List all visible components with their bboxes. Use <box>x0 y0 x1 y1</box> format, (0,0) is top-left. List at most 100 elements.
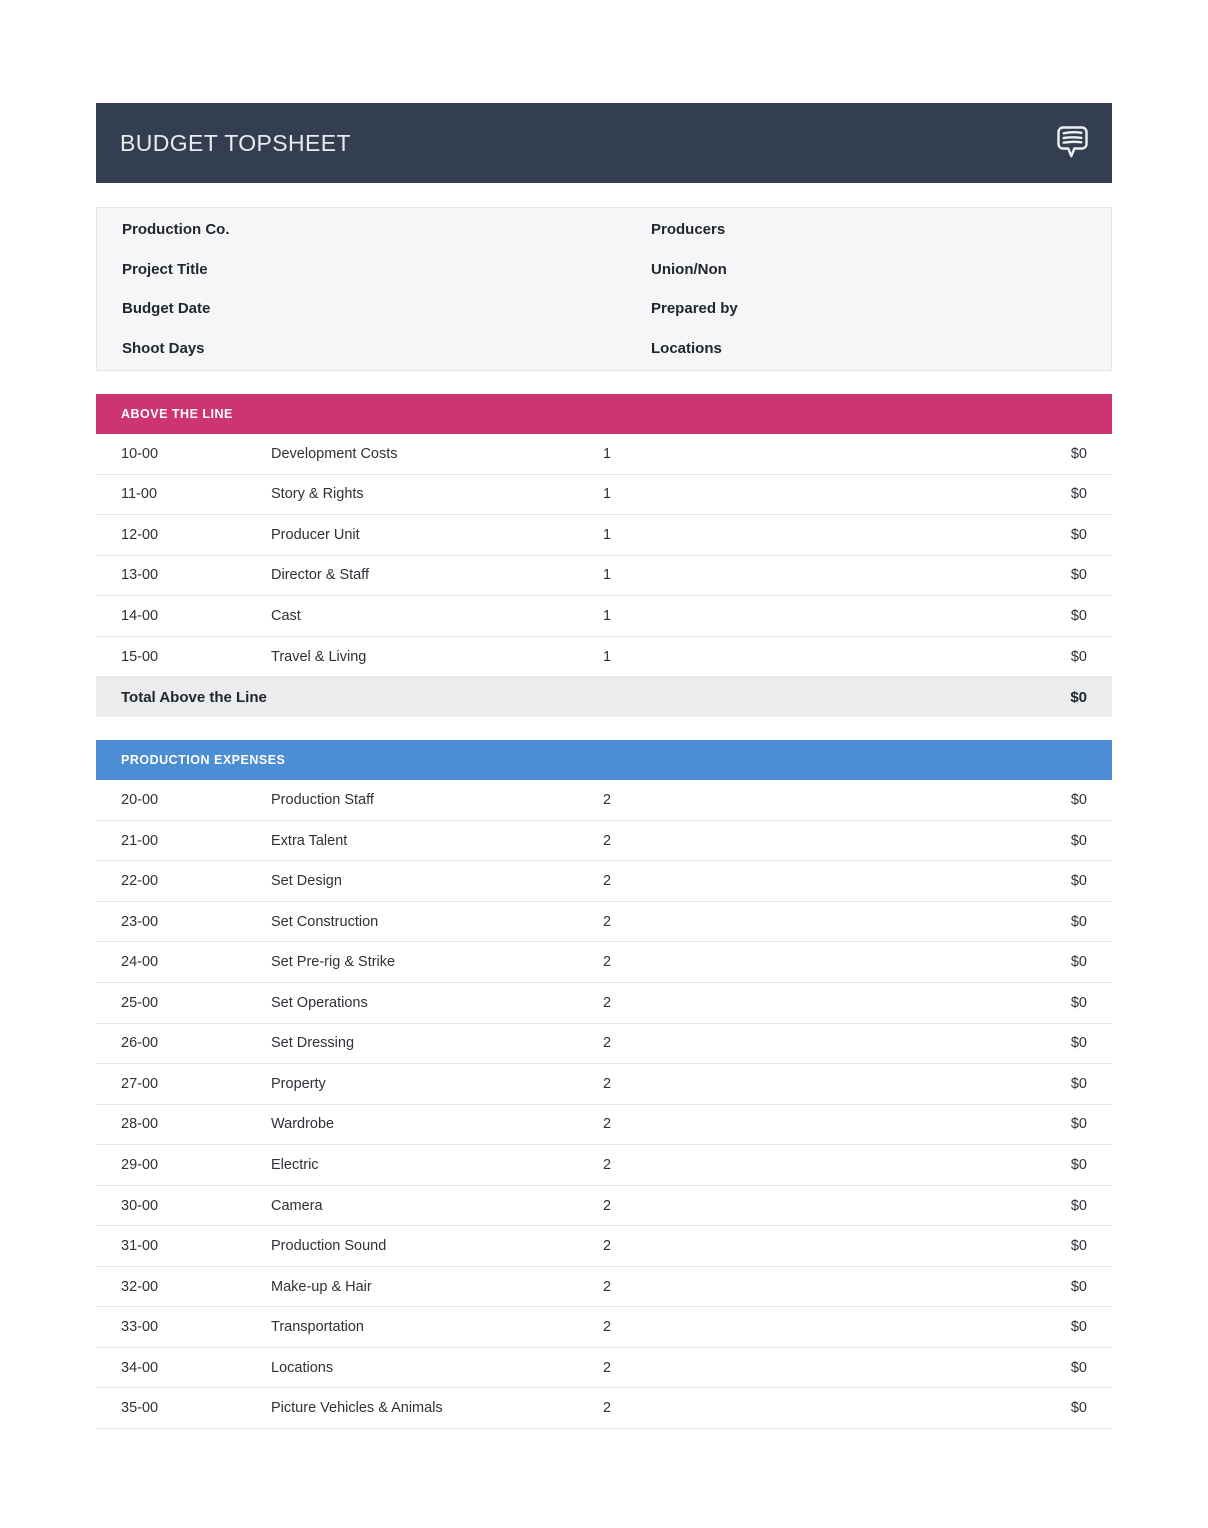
row-account-code: 33-00 <box>121 1319 159 1336</box>
row-description: Production Sound <box>271 1238 387 1255</box>
row-account-code: 24-00 <box>121 954 159 971</box>
row-amount: $0 <box>1070 1359 1087 1376</box>
row-description: Set Pre-rig & Strike <box>271 954 396 971</box>
row-description: Director & Staff <box>271 567 370 584</box>
row-qty: 1 <box>603 445 612 462</box>
row-qty: 1 <box>603 526 612 543</box>
row-description: Cast <box>271 607 301 624</box>
row-description: Electric <box>271 1156 319 1173</box>
budget-row: 22-00 Set Design 2 $0 <box>96 861 1112 902</box>
row-account-code: 11-00 <box>121 486 158 503</box>
row-amount: $0 <box>1070 1075 1087 1092</box>
budget-row: 27-00 Property 2 $0 <box>96 1064 1112 1105</box>
budget-row: 29-00 Electric 2 $0 <box>96 1145 1112 1186</box>
budget-row: 35-00 Picture Vehicles & Animals 2 $0 <box>96 1388 1112 1430</box>
comment-bubble-icon[interactable] <box>1053 122 1091 164</box>
row-account-code: 20-00 <box>121 792 159 809</box>
info-field-label: Budget Date <box>122 300 211 318</box>
budget-row: 13-00 Director & Staff 1 $0 <box>96 555 1112 597</box>
row-qty: 1 <box>603 486 612 503</box>
row-qty: 2 <box>603 832 612 849</box>
row-account-code: 13-00 <box>121 567 159 584</box>
info-field-label: Union/Non <box>651 260 727 278</box>
budget-row: 30-00 Camera 2 $0 <box>96 1185 1112 1227</box>
total-amount: $0 <box>1070 688 1087 706</box>
row-amount: $0 <box>1070 1278 1087 1295</box>
budget-row: 33-00 Transportation 2 $0 <box>96 1307 1112 1348</box>
row-amount: $0 <box>1070 567 1087 584</box>
row-amount: $0 <box>1070 994 1087 1011</box>
row-amount: $0 <box>1070 1116 1087 1133</box>
row-amount: $0 <box>1070 954 1087 971</box>
row-description: Wardrobe <box>271 1116 335 1133</box>
row-description: Transportation <box>271 1319 364 1336</box>
row-account-code: 30-00 <box>121 1197 159 1214</box>
row-amount: $0 <box>1070 1035 1087 1052</box>
row-qty: 2 <box>603 954 612 971</box>
info-field-label: Production Co. <box>122 221 230 239</box>
row-amount: $0 <box>1070 1197 1087 1214</box>
row-account-code: 32-00 <box>121 1278 159 1295</box>
budget-row: 21-00 Extra Talent 2 $0 <box>96 820 1112 862</box>
budget-topsheet-page: BUDGET TOPSHEET Production Co. Project Ti… <box>96 103 1112 1430</box>
budget-section: PRODUCTION EXPENSES 20-00 Production Sta… <box>96 740 1112 1430</box>
row-amount: $0 <box>1070 832 1087 849</box>
budget-row: 14-00 Cast 1 $0 <box>96 596 1112 637</box>
row-description: Locations <box>271 1359 334 1376</box>
section-title: ABOVE THE LINE <box>121 407 233 421</box>
section-rows: 20-00 Production Staff 2 $0 21-00 Extra … <box>96 780 1112 1430</box>
row-description: Picture Vehicles & Animals <box>271 1400 443 1417</box>
row-qty: 2 <box>603 1035 612 1052</box>
row-amount: $0 <box>1070 792 1087 809</box>
info-field-label: Prepared by <box>651 300 738 318</box>
row-account-code: 28-00 <box>121 1116 159 1133</box>
row-account-code: 14-00 <box>121 607 159 624</box>
page-header: BUDGET TOPSHEET <box>96 103 1112 183</box>
row-description: Make-up & Hair <box>271 1278 372 1295</box>
row-qty: 2 <box>603 1319 612 1336</box>
row-amount: $0 <box>1070 648 1087 665</box>
row-account-code: 23-00 <box>121 913 159 930</box>
row-qty: 2 <box>603 792 612 809</box>
row-amount: $0 <box>1070 1238 1087 1255</box>
row-account-code: 34-00 <box>121 1359 159 1376</box>
row-qty: 2 <box>603 1197 612 1214</box>
row-description: Set Operations <box>271 994 368 1011</box>
row-description: Producer Unit <box>271 526 360 543</box>
row-description: Travel & Living <box>271 648 367 665</box>
row-amount: $0 <box>1070 913 1087 930</box>
budget-row: 12-00 Producer Unit 1 $0 <box>96 515 1112 556</box>
info-panel: Production Co. Project Title Budget Date Sh… <box>96 207 1112 371</box>
budget-row: 11-00 Story & Rights 1 $0 <box>96 474 1112 516</box>
page-title: BUDGET TOPSHEET <box>120 129 351 156</box>
total-label: Total Above the Line <box>121 688 267 706</box>
row-description: Set Dressing <box>271 1035 355 1052</box>
row-description: Property <box>271 1075 326 1092</box>
sections: ABOVE THE LINE 10-00 Development Costs 1… <box>96 394 1112 1430</box>
budget-row: 10-00 Development Costs 1 $0 <box>96 434 1112 475</box>
budget-row: 32-00 Make-up & Hair 2 $0 <box>96 1266 1112 1308</box>
budget-row: 31-00 Production Sound 2 $0 <box>96 1226 1112 1267</box>
row-description: Production Staff <box>271 792 374 809</box>
row-description: Extra Talent <box>271 832 348 849</box>
row-amount: $0 <box>1070 526 1087 543</box>
budget-row: 28-00 Wardrobe 2 $0 <box>96 1104 1112 1146</box>
row-qty: 2 <box>603 1278 612 1295</box>
section-rows: 10-00 Development Costs 1 $0 11-00 Story… <box>96 434 1112 718</box>
info-col-left: Production Co. Project Title Budget Date Sh… <box>122 210 651 368</box>
row-qty: 1 <box>603 567 612 584</box>
row-account-code: 31-00 <box>121 1238 159 1255</box>
section-title: PRODUCTION EXPENSES <box>121 753 286 768</box>
row-description: Set Design <box>271 873 342 890</box>
row-account-code: 10-00 <box>121 445 159 462</box>
budget-row: 23-00 Set Construction 2 $0 <box>96 901 1112 943</box>
row-qty: 2 <box>603 1075 612 1092</box>
row-account-code: 15-00 <box>121 648 159 665</box>
row-qty: 2 <box>603 1156 612 1173</box>
budget-row: 25-00 Set Operations 2 $0 <box>96 983 1112 1024</box>
row-amount: $0 <box>1070 445 1087 462</box>
row-description: Set Construction <box>271 913 379 930</box>
row-account-code: 25-00 <box>121 994 159 1011</box>
row-qty: 1 <box>603 648 612 665</box>
row-account-code: 22-00 <box>121 873 159 890</box>
